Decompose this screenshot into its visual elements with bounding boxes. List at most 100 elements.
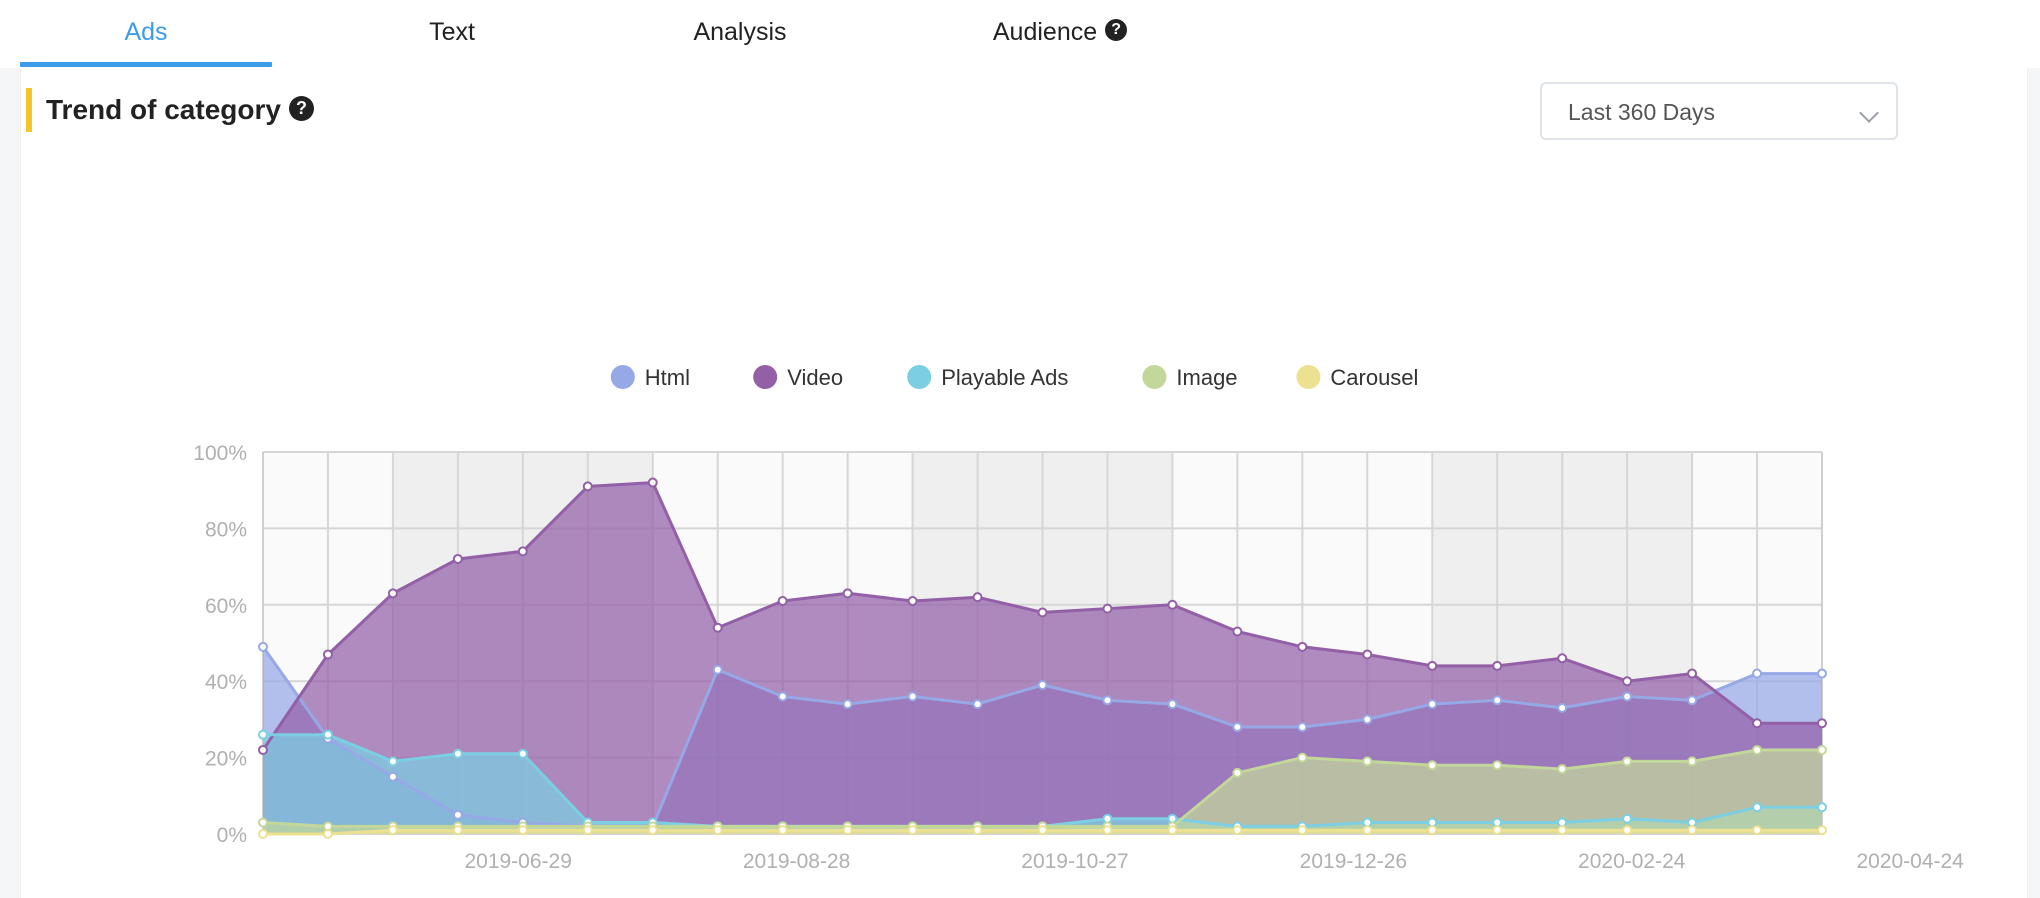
data-point[interactable] (1557, 702, 1568, 713)
data-point[interactable] (1037, 607, 1048, 618)
data-point[interactable] (1362, 825, 1373, 836)
data-point[interactable] (712, 622, 723, 633)
data-point[interactable] (387, 756, 398, 767)
data-point[interactable] (387, 825, 398, 836)
data-point[interactable] (1492, 695, 1503, 706)
data-point[interactable] (387, 771, 398, 782)
data-point[interactable] (1232, 722, 1243, 733)
data-point[interactable] (1622, 756, 1633, 767)
data-point[interactable] (842, 588, 853, 599)
data-point[interactable] (258, 729, 268, 740)
data-point[interactable] (842, 699, 853, 710)
data-point[interactable] (1752, 825, 1763, 836)
data-point[interactable] (647, 825, 658, 836)
data-point[interactable] (777, 595, 788, 606)
data-point[interactable] (1102, 603, 1113, 614)
data-point[interactable] (842, 825, 853, 836)
data-point[interactable] (258, 641, 268, 652)
tab-analysis[interactable]: Analysis (640, 0, 840, 64)
data-point[interactable] (1297, 752, 1308, 763)
data-point[interactable] (1752, 744, 1763, 755)
data-point[interactable] (907, 691, 918, 702)
data-point[interactable] (712, 825, 723, 836)
data-point[interactable] (1557, 825, 1568, 836)
data-point[interactable] (582, 825, 593, 836)
data-point[interactable] (907, 595, 918, 606)
data-point[interactable] (1427, 760, 1438, 771)
legend-item[interactable]: Video (753, 365, 843, 390)
help-icon[interactable]: ? (288, 96, 314, 122)
data-point[interactable] (647, 477, 658, 488)
data-point[interactable] (1427, 825, 1438, 836)
data-point[interactable] (1297, 722, 1308, 733)
data-point[interactable] (1167, 825, 1178, 836)
data-point[interactable] (1622, 825, 1633, 836)
tab-ads[interactable]: Ads (20, 0, 272, 64)
legend-item[interactable]: Image (1142, 365, 1238, 390)
data-point[interactable] (322, 829, 333, 839)
data-point[interactable] (777, 691, 788, 702)
data-point[interactable] (1817, 825, 1827, 836)
data-point[interactable] (1362, 756, 1373, 767)
data-point[interactable] (1557, 764, 1568, 775)
data-point[interactable] (1687, 695, 1698, 706)
data-point[interactable] (258, 744, 268, 755)
data-point[interactable] (972, 699, 983, 710)
data-point[interactable] (1232, 626, 1243, 637)
data-point[interactable] (258, 829, 268, 839)
legend-item[interactable]: Playable Ads (907, 365, 1068, 390)
data-point[interactable] (322, 649, 333, 660)
data-point[interactable] (517, 546, 528, 557)
data-point[interactable] (777, 825, 788, 836)
data-point[interactable] (1687, 668, 1698, 679)
data-point[interactable] (907, 825, 918, 836)
data-point[interactable] (322, 729, 333, 740)
data-point[interactable] (517, 748, 528, 759)
data-point[interactable] (1687, 756, 1698, 767)
legend-item[interactable]: Html (610, 365, 690, 390)
data-point[interactable] (1037, 825, 1048, 836)
data-point[interactable] (1622, 813, 1633, 824)
data-point[interactable] (1167, 599, 1178, 610)
data-point[interactable] (1362, 649, 1373, 660)
data-point[interactable] (1557, 653, 1568, 664)
data-point[interactable] (1427, 660, 1438, 671)
data-point[interactable] (1297, 825, 1308, 836)
data-point[interactable] (1622, 691, 1633, 702)
data-point[interactable] (1492, 760, 1503, 771)
data-point[interactable] (712, 664, 723, 675)
legend-item[interactable]: Carousel (1296, 365, 1418, 390)
data-point[interactable] (1102, 825, 1113, 836)
help-icon[interactable]: ? (1105, 19, 1128, 42)
data-point[interactable] (1687, 825, 1698, 836)
data-point[interactable] (1167, 699, 1178, 710)
data-point[interactable] (1297, 641, 1308, 652)
data-point[interactable] (1622, 676, 1633, 687)
data-point[interactable] (1232, 825, 1243, 836)
tab-audience[interactable]: Audience? (940, 0, 1180, 64)
data-point[interactable] (1817, 744, 1827, 755)
data-point[interactable] (1817, 718, 1827, 729)
data-point[interactable] (582, 481, 593, 492)
data-point[interactable] (452, 748, 463, 759)
data-point[interactable] (1752, 668, 1763, 679)
data-point[interactable] (1232, 767, 1243, 778)
data-point[interactable] (1492, 660, 1503, 671)
data-point[interactable] (258, 817, 268, 828)
data-point[interactable] (1817, 668, 1827, 679)
data-point[interactable] (1102, 695, 1113, 706)
data-point[interactable] (387, 588, 398, 599)
data-point[interactable] (1492, 825, 1503, 836)
data-point[interactable] (452, 825, 463, 836)
data-point[interactable] (1752, 802, 1763, 813)
data-point[interactable] (1752, 718, 1763, 729)
data-point[interactable] (452, 809, 463, 820)
data-point[interactable] (972, 825, 983, 836)
tab-text[interactable]: Text (352, 0, 552, 64)
date-range-select[interactable]: Last 360 Days (1540, 82, 1898, 140)
data-point[interactable] (517, 825, 528, 836)
data-point[interactable] (1037, 680, 1048, 691)
data-point[interactable] (1817, 802, 1827, 813)
data-point[interactable] (452, 553, 463, 564)
data-point[interactable] (972, 592, 983, 603)
